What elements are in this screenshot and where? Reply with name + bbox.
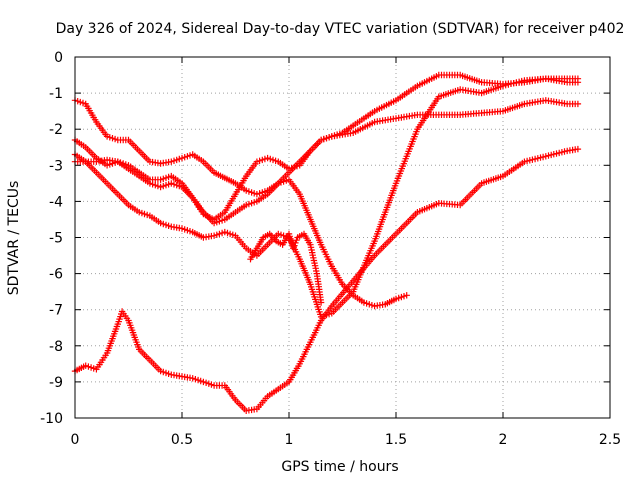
y-tick-label: -6 xyxy=(49,267,63,283)
x-tick-label: 1.5 xyxy=(385,432,407,448)
x-tick-label: 1 xyxy=(285,432,294,448)
y-tick-label: -10 xyxy=(40,411,63,427)
series-track-3 xyxy=(71,71,582,223)
x-tick-labels: 0 0.5 1 1.5 2 2.5 xyxy=(71,432,622,448)
y-tick-label: -1 xyxy=(49,86,63,102)
x-tick-label: 0 xyxy=(71,432,80,448)
x-tick-label: 0.5 xyxy=(171,432,193,448)
x-tick-label: 2 xyxy=(499,432,508,448)
y-tick-label: -3 xyxy=(49,158,63,174)
y-tick-label: -4 xyxy=(49,194,63,210)
chart-title: Day 326 of 2024, Sidereal Day-to-day VTE… xyxy=(56,21,625,37)
y-tick-labels: 0 -1 -2 -3 -4 -5 -6 -7 -8 -9 -10 xyxy=(40,50,63,427)
series-layer xyxy=(71,71,582,414)
series-track-5 xyxy=(247,230,325,306)
y-tick-label: -8 xyxy=(49,339,63,355)
y-tick-label: -9 xyxy=(49,375,63,391)
axis-ticks xyxy=(74,56,611,419)
y-tick-label: 0 xyxy=(54,50,63,66)
series-track-4 xyxy=(71,75,582,321)
y-axis-label: SDTVAR / TECUs xyxy=(6,181,22,296)
y-tick-label: -5 xyxy=(49,231,63,247)
x-axis-label: GPS time / hours xyxy=(281,459,398,475)
y-tick-label: -7 xyxy=(49,303,63,319)
x-tick-label: 2.5 xyxy=(599,432,621,448)
y-tick-label: -2 xyxy=(49,122,63,138)
series-track-6 xyxy=(71,145,582,414)
